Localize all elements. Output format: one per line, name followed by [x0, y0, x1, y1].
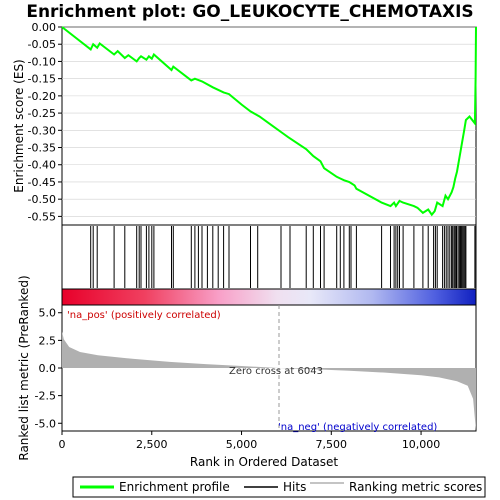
es-y-tick-label: -0.55	[28, 210, 56, 223]
es-y-tick-label: -0.05	[28, 38, 56, 51]
es-y-tick-label: -0.45	[28, 176, 56, 189]
metric-y-tick-label: -5.0	[35, 417, 56, 430]
es-y-tick-label: -0.25	[28, 107, 56, 120]
x-tick-label: 2,500	[136, 438, 168, 451]
legend-label-profile: Enrichment profile	[119, 480, 230, 494]
es-y-tick-label: -0.15	[28, 73, 56, 86]
legend-label-hits: Hits	[283, 480, 306, 494]
pos-correlated-label: 'na_pos' (positively correlated)	[67, 310, 221, 321]
es-y-tick-label: -0.10	[28, 55, 56, 68]
x-tick-label: 10,000	[402, 438, 441, 451]
es-y-tick-label: -0.30	[28, 124, 56, 137]
legend-box	[72, 476, 486, 498]
enrichment-profile-line	[61, 26, 477, 217]
metric-y-tick-label: -2.5	[35, 390, 56, 403]
es-y-ticks: 0.00 -0.05 -0.10 -0.15 -0.20 -0.25 -0.30 -0.35 -…	[28, 21, 62, 223]
es-y-axis-label: Enrichment score (ES)	[12, 59, 26, 192]
x-ticks: 0 2,500 5,000 7,500 10,000	[59, 431, 441, 451]
rank-color-band	[61, 288, 477, 306]
x-axis-label: Rank in Ordered Dataset	[190, 455, 338, 469]
es-y-tick-label: -0.50	[28, 193, 56, 206]
es-grid	[62, 26, 476, 217]
es-y-tick-label: -0.40	[28, 159, 56, 172]
es-panel-frame	[61, 26, 477, 226]
x-tick-label: 5,000	[226, 438, 258, 451]
metric-y-tick-label: 2.5	[39, 334, 57, 347]
metric-y-axis-label: Ranked list metric (PreRanked)	[17, 275, 31, 460]
legend-label-metric: Ranking metric scores	[349, 480, 482, 494]
chart-title: Enrichment plot: GO_LEUKOCYTE_CHEMOTAXIS	[26, 2, 473, 22]
metric-y-ticks: 5.0 2.5 0.0 -2.5 -5.0	[35, 307, 62, 430]
hits-lines	[90, 226, 477, 288]
zero-cross-label: Zero cross at 6043	[229, 366, 323, 377]
es-y-tick-label: -0.20	[28, 90, 56, 103]
metric-y-tick-label: 5.0	[39, 307, 57, 320]
metric-y-tick-label: 0.0	[39, 362, 57, 375]
x-tick-label: 0	[59, 438, 66, 451]
es-y-tick-label: 0.00	[32, 21, 57, 34]
es-y-tick-label: -0.35	[28, 142, 56, 155]
x-tick-label: 7,500	[316, 438, 348, 451]
hits-panel-frame	[61, 224, 477, 290]
neg-correlated-label: 'na_neg' (negatively correlated)	[278, 422, 437, 433]
